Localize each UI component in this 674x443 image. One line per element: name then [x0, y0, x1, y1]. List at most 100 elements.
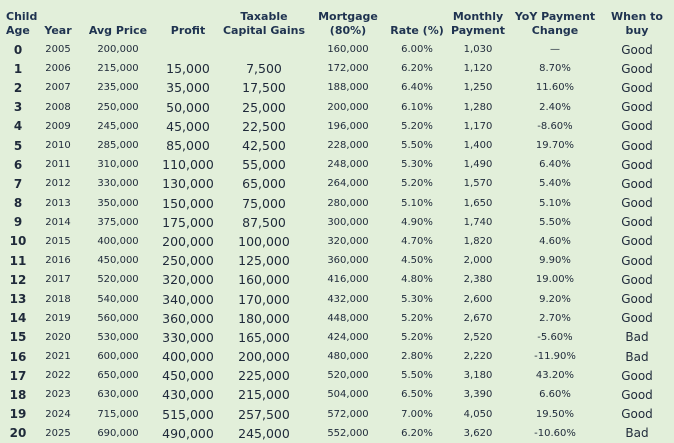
table-cell: 22,500 — [242, 118, 286, 134]
table-cell: Bad — [625, 330, 649, 345]
table-cell: Good — [621, 157, 653, 172]
table-cell: 416,000 — [327, 274, 369, 286]
table-cell: 520,000 — [327, 370, 369, 382]
table-cell: Good — [621, 311, 653, 326]
table-cell: 245,000 — [238, 425, 290, 441]
table-cell: 424,000 — [327, 331, 369, 343]
table-cell: 530,000 — [97, 331, 139, 343]
table-row: 15 2020 530,000 330,000 165,000 424,000 5.20% 2… — [0, 328, 674, 347]
table-cell: 20 — [9, 426, 27, 441]
header-cell: When to buy — [600, 0, 674, 40]
header-text: When to — [611, 10, 663, 23]
table-cell: 515,000 — [162, 406, 214, 422]
table-cell: 450,000 — [162, 368, 214, 384]
table-cell — [156, 40, 220, 59]
table-cell: 572,000 — [327, 408, 369, 420]
table-cell: 600,000 — [97, 351, 139, 363]
table-cell: 6.40% — [539, 159, 571, 171]
table-cell: 2,600 — [463, 293, 493, 305]
table-cell: 5.20% — [401, 331, 433, 343]
header-text: Year — [44, 24, 72, 37]
header-text: Age — [6, 24, 30, 37]
header-cell: Year — [36, 0, 80, 40]
table-cell: 430,000 — [162, 387, 214, 403]
table-cell: 320,000 — [327, 235, 369, 247]
table-cell: 1,030 — [463, 44, 493, 56]
table-cell: 9 — [13, 215, 23, 230]
table-cell: 6.50% — [401, 389, 433, 401]
table-cell: 1,170 — [463, 120, 493, 132]
table-cell: Good — [621, 176, 653, 191]
table-cell: 200,000 — [97, 44, 139, 56]
table-cell: 172,000 — [327, 63, 369, 75]
table-cell: 2,670 — [463, 312, 493, 324]
table-cell: — — [550, 44, 560, 56]
table-cell: 35,000 — [166, 80, 210, 96]
table-cell: 13 — [9, 292, 27, 307]
header-text: Monthly — [452, 10, 504, 23]
header-text: Avg Price — [88, 24, 148, 37]
table-cell: 130,000 — [162, 176, 214, 192]
table-cell: 2013 — [45, 197, 71, 209]
table-cell: 2022 — [45, 370, 71, 382]
table-cell: 2.40% — [539, 101, 571, 113]
header-cell: Taxable Capital Gains — [220, 0, 308, 40]
table-cell: 2,380 — [463, 274, 493, 286]
table-cell: 1,400 — [463, 140, 493, 152]
table-cell: 19 — [9, 407, 27, 422]
table-cell: Good — [621, 407, 653, 422]
table-cell: -10.60% — [534, 427, 576, 439]
table-cell: Good — [621, 215, 653, 230]
table-row: 1 2006 215,000 15,000 7,500 172,000 6.20% 1,120… — [0, 59, 674, 78]
table-cell: 160,000 — [327, 44, 369, 56]
table-cell: 1,650 — [463, 197, 493, 209]
table-cell: 690,000 — [97, 427, 139, 439]
table-cell: 248,000 — [327, 159, 369, 171]
table-cell: 6.10% — [401, 101, 433, 113]
table-cell: 2012 — [45, 178, 71, 190]
table-cell: 400,000 — [162, 349, 214, 365]
table-cell: 330,000 — [162, 329, 214, 345]
table-cell: 250,000 — [97, 101, 139, 113]
table-cell: 7,500 — [246, 61, 282, 77]
table-cell: 75,000 — [242, 195, 286, 211]
table-cell: 5.30% — [401, 159, 433, 171]
table-cell: 245,000 — [97, 120, 139, 132]
table-cell: 50,000 — [166, 99, 210, 115]
table-cell: 2 — [13, 80, 23, 95]
header-text: Rate (%) — [390, 24, 444, 37]
table-cell: 630,000 — [97, 389, 139, 401]
table-cell: 2.70% — [539, 312, 571, 324]
table-cell: 5 — [13, 138, 23, 153]
table-cell: 87,500 — [242, 214, 286, 230]
header-text: Taxable — [240, 10, 288, 23]
table-cell: 4 — [13, 119, 23, 134]
table-cell: 490,000 — [162, 425, 214, 441]
table-cell: 3,180 — [463, 370, 493, 382]
table-cell: 10 — [9, 234, 27, 249]
table-cell: 2017 — [45, 274, 71, 286]
table-cell: 8 — [13, 196, 23, 211]
table-cell: 2014 — [45, 216, 71, 228]
table-cell: 6.40% — [401, 82, 433, 94]
table-cell: 25,000 — [242, 99, 286, 115]
table-cell: Good — [621, 42, 653, 57]
table-cell: Good — [621, 234, 653, 249]
table-cell: 1,820 — [463, 235, 493, 247]
table-cell: 5.10% — [401, 197, 433, 209]
table-cell: 5.20% — [401, 120, 433, 132]
table-cell: 2,000 — [463, 255, 493, 267]
table-cell: 5.50% — [539, 216, 571, 228]
table-cell: 552,000 — [327, 427, 369, 439]
table-cell: 1,120 — [463, 63, 493, 75]
table-cell: Good — [621, 272, 653, 287]
table-cell: 42,500 — [242, 138, 286, 154]
table-cell: 650,000 — [97, 370, 139, 382]
table-cell: 4.50% — [401, 255, 433, 267]
table-cell: Good — [621, 138, 653, 153]
table-cell: 43.20% — [535, 370, 575, 382]
table-cell: 14 — [9, 311, 27, 326]
table-cell: 1,280 — [463, 101, 493, 113]
table-row: 14 2019 560,000 360,000 180,000 448,000 5.20% 2… — [0, 309, 674, 328]
